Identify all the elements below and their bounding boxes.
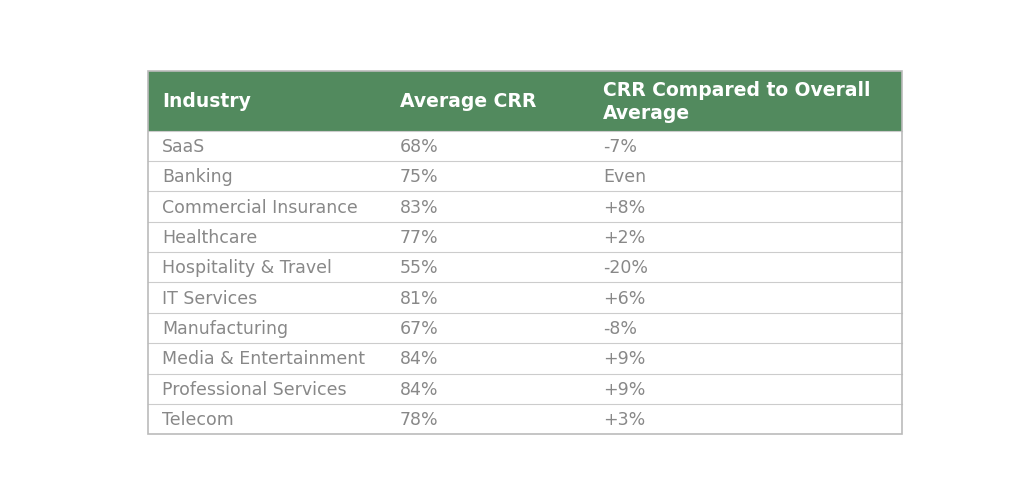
Text: 78%: 78% [399,410,438,428]
Text: Commercial Insurance: Commercial Insurance [162,198,357,216]
Text: 77%: 77% [399,228,438,246]
Text: Manufacturing: Manufacturing [162,319,288,337]
Text: +9%: +9% [603,380,645,398]
Bar [147,253,902,283]
Text: Media & Entertainment: Media & Entertainment [162,350,366,368]
Text: 81%: 81% [399,289,438,307]
Text: +9%: +9% [603,350,645,368]
Text: +8%: +8% [603,198,645,216]
Text: Professional Services: Professional Services [162,380,347,398]
Text: Banking: Banking [162,168,232,186]
Text: Even: Even [603,168,646,186]
Text: SaaS: SaaS [162,138,206,156]
Text: 75%: 75% [399,168,438,186]
Text: IT Services: IT Services [162,289,257,307]
Text: Telecom: Telecom [162,410,233,428]
Text: Hospitality & Travel: Hospitality & Travel [162,259,332,277]
Text: -7%: -7% [603,138,637,156]
Bar [147,192,902,222]
Bar [147,72,902,132]
Bar [147,313,902,344]
Text: 55%: 55% [399,259,438,277]
Text: -8%: -8% [603,319,637,337]
Text: 84%: 84% [399,350,438,368]
Text: 83%: 83% [399,198,438,216]
Text: Industry: Industry [162,92,251,111]
Bar [147,374,902,404]
Text: Healthcare: Healthcare [162,228,257,246]
Bar [147,132,902,162]
Bar [147,283,902,313]
Bar [147,404,902,434]
Text: 84%: 84% [399,380,438,398]
Text: 67%: 67% [399,319,438,337]
Text: Average CRR: Average CRR [399,92,536,111]
Text: CRR Compared to Overall
Average: CRR Compared to Overall Average [603,81,870,122]
Text: -20%: -20% [603,259,648,277]
Text: +2%: +2% [603,228,645,246]
Bar [147,344,902,374]
Bar [147,222,902,253]
Text: +6%: +6% [603,289,645,307]
Bar [147,162,902,192]
Text: 68%: 68% [399,138,438,156]
Text: +3%: +3% [603,410,645,428]
